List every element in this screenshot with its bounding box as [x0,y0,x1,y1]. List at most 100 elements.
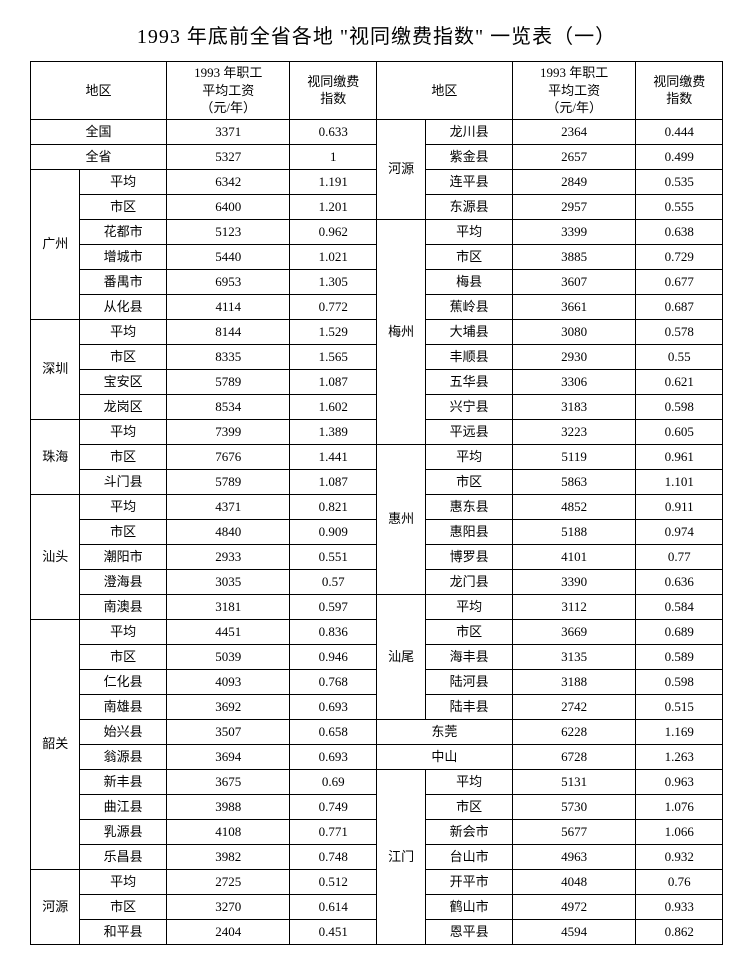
cell-wage: 2957 [512,194,636,219]
cell-sub: 从化县 [80,294,167,319]
cell-wage: 4048 [512,869,636,894]
cell-sub: 台山市 [426,844,513,869]
page-title: 1993 年底前全省各地 "视同缴费指数" 一览表（一） [30,20,723,49]
cell-sub: 乳源县 [80,819,167,844]
cell-index: 0.748 [290,844,376,869]
cell-sub: 市区 [80,194,167,219]
cell-sub: 市区 [80,444,167,469]
cell-sub: 兴宁县 [426,394,513,419]
cell-wage: 3399 [512,219,636,244]
cell-sub: 澄海县 [80,569,167,594]
cell-wage: 3692 [166,694,290,719]
hdr-wage-l: 1993 年职工 平均工资 （元/年） [166,62,290,120]
cell-sub: 南澳县 [80,594,167,619]
cell-index: 1.263 [636,744,723,769]
table-header-row: 地区 1993 年职工 平均工资 （元/年） 视同缴费 指数 地区 1993 年… [31,62,723,120]
cell-wage: 3188 [512,669,636,694]
cell-index: 1 [290,144,376,169]
cell-sub: 惠东县 [426,494,513,519]
cell-wage: 3223 [512,419,636,444]
cell-wage: 3669 [512,619,636,644]
cell-region: 中山 [376,744,512,769]
cell-index: 0.689 [636,619,723,644]
cell-sub: 新会市 [426,819,513,844]
cell-sub: 紫金县 [426,144,513,169]
cell-sub: 始兴县 [80,719,167,744]
cell-index: 0.638 [636,219,723,244]
cell-wage: 3885 [512,244,636,269]
cell-sub: 蕉岭县 [426,294,513,319]
cell-wage: 5327 [166,144,290,169]
cell-index: 1.076 [636,794,723,819]
cell-index: 0.55 [636,344,723,369]
table-row: 全国 3371 0.633 河源 龙川县 2364 0.444 [31,119,723,144]
cell-sub: 博罗县 [426,544,513,569]
cell-wage: 3183 [512,394,636,419]
cell-index: 0.961 [636,444,723,469]
cell-sub: 市区 [80,894,167,919]
cell-wage: 5789 [166,469,290,494]
cell-sub: 市区 [426,244,513,269]
cell-sub: 增城市 [80,244,167,269]
cell-wage: 4594 [512,919,636,944]
cell-wage: 3270 [166,894,290,919]
cell-index: 1.565 [290,344,376,369]
cell-sub: 花都市 [80,219,167,244]
hdr-index-r: 视同缴费 指数 [636,62,723,120]
table-row: 花都市 5123 0.962 梅州 平均 3399 0.638 [31,219,723,244]
cell-region-group: 汕尾 [376,594,425,719]
cell-wage: 8534 [166,394,290,419]
cell-sub: 陆河县 [426,669,513,694]
cell-wage: 3371 [166,119,290,144]
cell-wage: 4101 [512,544,636,569]
cell-sub: 平均 [80,169,167,194]
cell-wage: 5119 [512,444,636,469]
cell-region: 全省 [31,144,167,169]
cell-index: 0.693 [290,744,376,769]
cell-sub: 斗门县 [80,469,167,494]
cell-index: 0.551 [290,544,376,569]
cell-index: 0.658 [290,719,376,744]
cell-wage: 3675 [166,769,290,794]
cell-index: 0.821 [290,494,376,519]
cell-index: 0.76 [636,869,723,894]
cell-index: 1.066 [636,819,723,844]
cell-wage: 5677 [512,819,636,844]
cell-wage: 4840 [166,519,290,544]
cell-region-group: 广州 [31,169,80,319]
cell-index: 0.512 [290,869,376,894]
cell-sub: 宝安区 [80,369,167,394]
cell-index: 0.693 [290,694,376,719]
cell-sub: 新丰县 [80,769,167,794]
cell-sub: 平均 [80,319,167,344]
table-row: 始兴县 3507 0.658 东莞 6228 1.169 [31,719,723,744]
cell-wage: 4963 [512,844,636,869]
cell-region-group: 韶关 [31,619,80,869]
cell-index: 0.687 [636,294,723,319]
cell-wage: 2404 [166,919,290,944]
cell-wage: 2933 [166,544,290,569]
cell-sub: 曲江县 [80,794,167,819]
cell-sub: 市区 [80,644,167,669]
cell-index: 0.598 [636,394,723,419]
cell-wage: 3181 [166,594,290,619]
cell-sub: 海丰县 [426,644,513,669]
cell-wage: 7399 [166,419,290,444]
cell-wage: 5188 [512,519,636,544]
cell-sub: 市区 [80,519,167,544]
cell-index: 0.57 [290,569,376,594]
cell-index: 1.305 [290,269,376,294]
cell-index: 0.69 [290,769,376,794]
cell-sub: 仁化县 [80,669,167,694]
cell-sub: 连平县 [426,169,513,194]
cell-wage: 3507 [166,719,290,744]
cell-wage: 5039 [166,644,290,669]
cell-wage: 3035 [166,569,290,594]
cell-wage: 3306 [512,369,636,394]
cell-index: 1.021 [290,244,376,269]
cell-wage: 2930 [512,344,636,369]
cell-region-group: 河源 [376,119,425,219]
cell-sub: 乐昌县 [80,844,167,869]
cell-sub: 大埔县 [426,319,513,344]
cell-wage: 4108 [166,819,290,844]
